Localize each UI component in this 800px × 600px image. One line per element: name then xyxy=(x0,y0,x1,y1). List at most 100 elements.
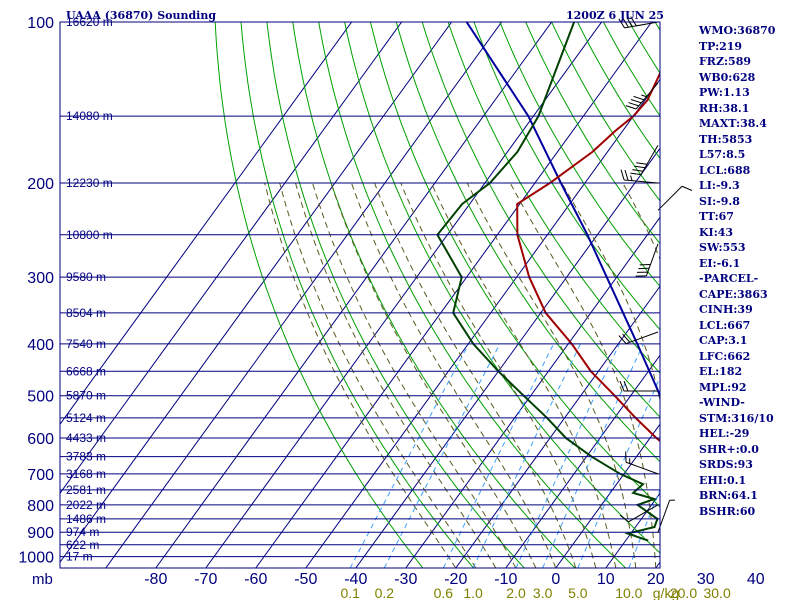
height-label: 3168 m xyxy=(66,467,106,481)
dewpoint-trace xyxy=(436,22,659,542)
isotherm-line xyxy=(505,354,660,568)
height-label: 12230 m xyxy=(66,176,113,190)
pressure-tick-label: 100 xyxy=(27,15,54,32)
moist-adiabat-line xyxy=(295,182,497,568)
index-item: BRN:64.1 xyxy=(699,489,758,502)
mixing-ratio-line xyxy=(515,343,620,568)
temperature-tick-label: 30 xyxy=(697,571,715,588)
wind-barb xyxy=(618,331,659,345)
temperature-tick-label: -50 xyxy=(294,571,317,588)
isotherm-line xyxy=(155,22,553,568)
height-label: 6668 m xyxy=(66,364,106,378)
mixing-ratio-label: 0.6 xyxy=(434,585,454,600)
index-item: KI:43 xyxy=(699,225,734,239)
wind-barb xyxy=(635,243,659,277)
mixing-ratio-label: 20.0 xyxy=(670,585,697,600)
height-label: 2581 m xyxy=(66,483,106,497)
mixing-ratio-line xyxy=(577,376,660,568)
mixing-ratio-line xyxy=(628,488,660,568)
index-item: SW:553 xyxy=(699,241,746,254)
mixing-ratio-line xyxy=(349,343,470,568)
pressure-tick-label: 400 xyxy=(27,337,54,354)
index-item: TT:67 xyxy=(699,210,734,223)
index-item: RH:38.1 xyxy=(699,101,750,115)
dry-adiabat-line xyxy=(525,22,660,245)
wind-barb xyxy=(625,451,659,475)
temperature-tick-label: 10 xyxy=(597,571,615,588)
index-item: SI:-9.8 xyxy=(699,194,740,208)
wind-barb xyxy=(619,504,659,523)
dry-adiabat-line xyxy=(369,22,660,508)
index-item: EL:182 xyxy=(699,365,743,378)
pressure-tick-label: 900 xyxy=(27,525,54,542)
index-item: BSHR:60 xyxy=(699,504,756,518)
wind-barb xyxy=(620,169,659,184)
station-title: UAAA (36870) Sounding xyxy=(66,9,217,22)
height-label: 974 m xyxy=(66,525,99,539)
index-item: TP:219 xyxy=(699,39,743,53)
wind-barb xyxy=(625,82,659,110)
mixing-ratio-label: 5.0 xyxy=(568,585,588,600)
index-item: LFC:662 xyxy=(699,349,751,363)
mixing-ratio-label: 3.0 xyxy=(533,585,553,600)
height-label: 7540 m xyxy=(66,337,106,351)
dry-adiabat-line xyxy=(214,22,424,568)
dry-adiabat-line xyxy=(266,22,525,568)
valid-time: 1200Z 6 JUN 25 xyxy=(566,9,664,22)
isotherm-line xyxy=(60,22,453,564)
mixing-ratio-line xyxy=(472,343,582,568)
index-item: -WIND- xyxy=(699,396,745,409)
temperature-tick-label: -10 xyxy=(494,571,517,588)
dry-adiabat-line xyxy=(344,22,660,554)
mixing-ratio-line xyxy=(383,343,501,568)
isotherm-line xyxy=(60,22,403,495)
mixing-ratio-label: 0.2 xyxy=(375,585,395,600)
index-item: WMO:36870 xyxy=(699,24,776,37)
temperature-tick-label: 0 xyxy=(551,571,560,588)
index-item: LI:-9.3 xyxy=(699,179,740,192)
index-item: FRZ:589 xyxy=(699,55,752,68)
index-item: MAXT:38.4 xyxy=(699,117,767,130)
pressure-tick-label: 700 xyxy=(27,467,54,484)
height-label: 3783 m xyxy=(66,450,106,464)
mixing-ratio-line xyxy=(442,343,555,568)
index-item: CINH:39 xyxy=(699,303,753,316)
index-item: SRDS:93 xyxy=(699,458,753,471)
isotherm-line xyxy=(355,147,660,568)
pressure-tick-label: 600 xyxy=(27,431,54,448)
wind-barb xyxy=(619,380,658,392)
isotherm-line xyxy=(105,22,503,568)
index-item: -PARCEL- xyxy=(699,272,759,285)
index-item: EHI:0.1 xyxy=(699,473,747,487)
index-item: CAP:3.1 xyxy=(699,334,748,347)
index-item: MPL:92 xyxy=(699,380,747,394)
index-item: HEL:-29 xyxy=(699,427,750,440)
height-label: 5870 m xyxy=(66,389,106,403)
temperature-tick-label: -20 xyxy=(444,571,467,588)
height-label: 5124 m xyxy=(66,411,106,425)
dry-adiabat-line xyxy=(499,22,660,288)
pressure-tick-label: 300 xyxy=(27,270,54,287)
isotherm-line xyxy=(455,285,660,568)
moist-adiabat-line xyxy=(264,182,457,568)
pressure-tick-label: 500 xyxy=(27,389,54,406)
index-item: EI:-6.1 xyxy=(699,256,741,270)
isotherm-line xyxy=(60,22,353,426)
index-item: WB0:628 xyxy=(699,70,756,84)
index-item: L57:8.5 xyxy=(699,148,746,161)
height-label: 2022 m xyxy=(66,498,106,512)
height-label: 4433 m xyxy=(66,431,106,445)
temperature-tick-label: -70 xyxy=(194,571,217,588)
dry-adiabat-line xyxy=(421,22,660,418)
height-label: 14080 m xyxy=(66,109,113,123)
height-label: 17 m xyxy=(66,550,93,564)
mixing-ratio-label: 0.1 xyxy=(340,585,360,600)
wind-barb xyxy=(657,185,693,211)
moist-adiabat-line xyxy=(400,182,597,568)
pressure-tick-label: 1000 xyxy=(18,550,54,567)
index-item: TH:5853 xyxy=(699,132,753,146)
wind-barb xyxy=(657,499,676,533)
mixing-ratio-unit: g/kg xyxy=(653,585,679,600)
index-item: CAPE:3863 xyxy=(699,287,768,301)
